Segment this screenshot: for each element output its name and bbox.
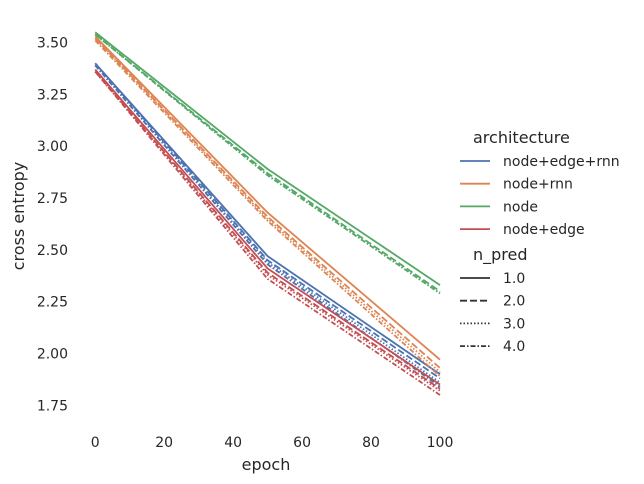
legend-items: node+edge+rnn node+rnn node node+edge 1.0 2.0… — [460, 154, 620, 355]
series-line-node-edge-rnn-npred-3-0 — [94, 64, 441, 384]
series-line-node-edge-npred-3-0 — [94, 71, 441, 392]
y-tick-label: 1.75 — [37, 398, 68, 414]
series-line-node-rnn-npred-4-0 — [94, 39, 441, 377]
legend-hue-title: architecture — [473, 128, 570, 147]
series-line-node-npred-1-0 — [94, 31, 441, 286]
series-line-node-edge-rnn-npred-2-0 — [94, 62, 441, 380]
x-tick-label: 80 — [362, 435, 380, 451]
series-line-node-rnn-npred-1-0 — [94, 35, 441, 361]
y-tick-label: 2.00 — [37, 347, 68, 363]
y-tick-label: 2.25 — [37, 295, 68, 311]
x-axis-ticks: 0 20 40 60 80 100 — [91, 435, 454, 451]
x-tick-label: 40 — [224, 435, 242, 451]
x-tick-label: 0 — [91, 435, 100, 451]
legend-label-npred-3-0: 3.0 — [503, 316, 525, 332]
x-tick-label: 20 — [155, 435, 173, 451]
plot-area — [94, 31, 441, 396]
legend-label-node-edge: node+edge — [503, 222, 585, 238]
series-line-node-rnn-npred-3-0 — [94, 37, 441, 373]
series-line-node-edge-npred-4-0 — [94, 71, 441, 396]
x-tick-label: 100 — [427, 435, 454, 451]
x-axis-title: epoch — [242, 455, 291, 474]
legend-style-title: n_pred — [473, 245, 528, 265]
y-tick-label: 3.00 — [37, 139, 68, 155]
series-line-node-edge-npred-2-0 — [94, 71, 441, 390]
legend-label-node-edge-rnn: node+edge+rnn — [503, 154, 620, 170]
legend-label-npred-2-0: 2.0 — [503, 294, 525, 310]
legend: architecture n_pred node+edge+rnn node+rn… — [460, 128, 620, 355]
legend-label-node-rnn: node+rnn — [503, 177, 573, 193]
series-line-node-edge-npred-1-0 — [94, 68, 441, 386]
y-tick-label: 2.50 — [37, 243, 68, 259]
legend-label-npred-1-0: 1.0 — [503, 271, 525, 287]
y-tick-label: 2.75 — [37, 191, 68, 207]
legend-label-node: node — [503, 199, 538, 215]
x-tick-label: 60 — [293, 435, 311, 451]
y-axis-ticks: 1.75 2.00 2.25 2.50 2.75 3.00 3.25 3.50 — [37, 36, 68, 415]
series-line-node-edge-rnn-npred-4-0 — [94, 64, 441, 388]
legend-label-npred-4-0: 4.0 — [503, 339, 525, 355]
y-tick-label: 3.25 — [37, 87, 68, 103]
series-line-node-rnn-npred-2-0 — [94, 37, 441, 369]
series-line-node-npred-4-0 — [94, 33, 441, 295]
y-tick-label: 3.50 — [37, 36, 68, 52]
y-axis-title: cross entropy — [9, 162, 28, 270]
series-line-node-edge-rnn-npred-1-0 — [94, 62, 441, 376]
